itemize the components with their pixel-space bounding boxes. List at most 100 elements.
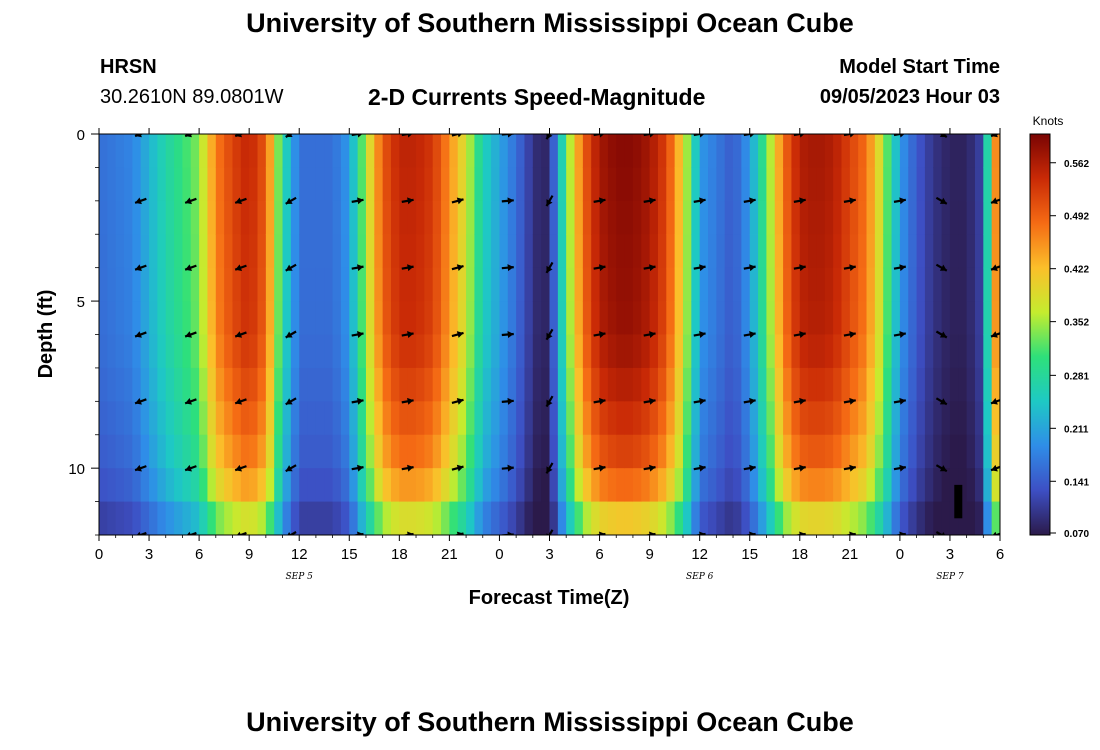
heatmap-cell [274,234,284,269]
heatmap-cell [349,468,359,503]
heatmap-cell [290,234,300,269]
heatmap-cell [482,200,492,235]
heatmap-cell [833,301,843,336]
heatmap-cell [532,367,542,402]
heatmap-cell [432,267,442,302]
heatmap-cell [791,367,801,402]
heatmap-cell [207,501,217,535]
heatmap-cell [290,468,300,503]
heatmap-cell [307,200,317,235]
heatmap-cell [974,167,984,202]
heatmap-cell [891,434,901,469]
vector-arrow [593,134,606,138]
heatmap-cell [165,334,175,369]
heatmap-cell [574,301,584,336]
heatmap-cell [324,501,334,535]
heatmap-cell [657,200,667,235]
heatmap-cell [833,401,843,436]
heatmap-cell [332,501,342,535]
vector-arrow [990,134,1000,138]
heatmap-cell [182,367,192,402]
heatmap-cell [716,267,726,302]
heatmap-cell [249,434,259,469]
heatmap-cell [766,367,776,402]
heatmap-cell [132,200,142,235]
vector-arrow [843,331,856,338]
heatmap-cell [758,434,768,469]
heatmap-cell [416,267,425,302]
vector-arrow [287,531,297,535]
heatmap-cell [399,234,409,269]
heatmap-cell [616,401,626,436]
heatmap-cell [165,301,175,336]
heatmap-cell [574,434,584,469]
heatmap-cell [741,200,751,235]
heatmap-cell [107,434,117,469]
heatmap-cell [908,267,918,302]
heatmap-cell [190,401,200,436]
heatmap-cell [816,200,826,235]
heatmap-cell [616,468,626,503]
vector-arrow [285,330,297,339]
heatmap-cell [599,367,609,402]
heatmap-cell [299,234,309,269]
heatmap-cell [249,167,259,202]
heatmap-cell [733,167,742,202]
heatmap-cell [532,200,542,235]
heatmap-cell [424,468,434,503]
heatmap-cell [99,301,108,336]
vector-arrow [743,197,756,205]
heatmap-cell [841,434,851,469]
heatmap-cell [849,468,859,503]
heatmap-cell [774,267,784,302]
heatmap-cell [382,301,392,336]
heatmap-cell [891,401,901,436]
heatmap-cell [115,200,125,235]
heatmap-cell [207,367,217,402]
vector-arrow [935,464,948,473]
heatmap-cell [340,167,350,202]
heatmap-cell [591,167,601,202]
heatmap-cell [140,334,150,369]
heatmap-cell [457,367,467,402]
heatmap-cell [315,434,325,469]
heatmap-cell [566,200,576,235]
heatmap-cell [190,134,200,169]
heatmap-cell [390,468,400,503]
heatmap-cell [124,367,133,402]
heatmap-cell [132,434,142,469]
heatmap-cell [749,501,759,535]
heatmap-cell [674,134,684,169]
heatmap-cell [949,167,959,202]
heatmap-cell [599,401,609,436]
heatmap-cell [974,234,984,269]
heatmap-cell [766,468,776,503]
heatmap-cell [607,468,617,503]
x-tick-label: 6 [595,546,603,563]
vector-arrow [990,464,1000,472]
heatmap-cell [107,501,117,535]
heatmap-cell [991,401,1000,436]
heatmap-cell [349,301,359,336]
heatmap-cell [582,434,592,469]
heatmap-cell [808,501,818,535]
heatmap-cell [299,167,309,202]
heatmap-cell [491,301,501,336]
heatmap-cell [140,167,150,202]
heatmap-cell [382,501,392,535]
heatmap-cell [874,234,884,269]
heatmap-cell [708,501,717,535]
heatmap-cell [240,501,250,535]
vector-arrow [693,134,706,138]
heatmap-cell [908,401,918,436]
heatmap-cell [791,468,801,503]
heatmap-cell [933,468,943,503]
heatmap-cell [741,134,751,169]
heatmap-cell [390,434,400,469]
heatmap-cell [491,501,501,535]
heatmap-cell [557,334,567,369]
heatmap-cell [457,134,467,169]
heatmap-cell [324,301,334,336]
heatmap-cell [799,301,809,336]
x-tick-label: 0 [95,546,103,563]
